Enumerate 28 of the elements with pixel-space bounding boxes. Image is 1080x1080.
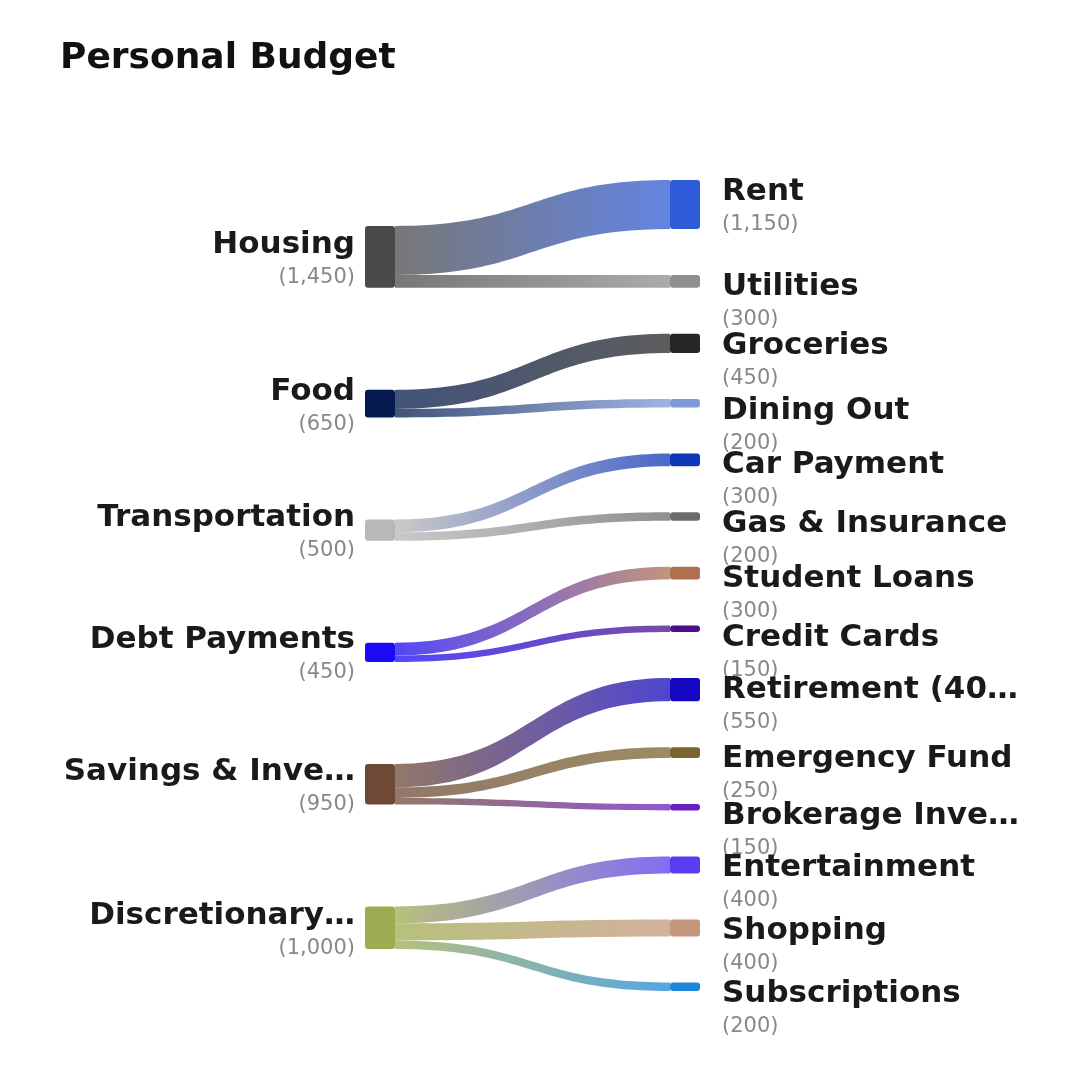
data-label: (450)	[722, 364, 779, 389]
data-label: (200)	[722, 1013, 779, 1038]
data-label: (300)	[722, 305, 779, 330]
data-label: (300)	[722, 597, 779, 622]
category-label: Discretionary…	[89, 894, 355, 931]
data-label: (300)	[722, 484, 779, 509]
data-label: (1,450)	[278, 263, 355, 288]
category-label: Savings & Inve…	[63, 751, 355, 788]
data-label: (950)	[298, 791, 355, 816]
text: Personal Budget	[60, 35, 396, 76]
legend-label: Shopping	[722, 910, 887, 947]
legend-label: Dining Out	[722, 389, 910, 426]
data-label: (400)	[722, 887, 779, 912]
data-label: (450)	[298, 659, 355, 684]
data-label: (650)	[298, 410, 355, 435]
data-label: (500)	[298, 537, 355, 562]
category-label: Food	[270, 370, 355, 407]
data-label: (550)	[722, 708, 779, 733]
legend-label: Utilities	[722, 265, 859, 302]
category-label: Housing	[212, 223, 355, 260]
data-label: (1,000)	[278, 934, 355, 959]
data-label: (400)	[722, 950, 779, 975]
legend-label: Emergency Fund	[722, 738, 1013, 775]
legend-label: Subscriptions	[722, 973, 961, 1010]
category-label: Transportation	[97, 497, 355, 534]
category-label: Debt Payments	[89, 619, 355, 656]
legend-label: Rent	[722, 171, 804, 207]
data-label: (1,150)	[722, 211, 799, 235]
